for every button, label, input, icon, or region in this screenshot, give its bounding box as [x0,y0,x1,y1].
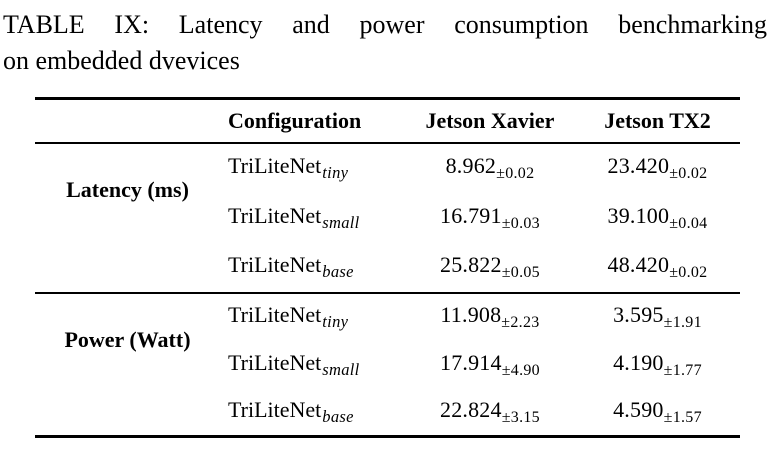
tx2-value-cell: 48.420±0.02 [575,243,740,293]
model-name: TriLiteNet [228,302,322,327]
header-jetson-xavier: Jetson Xavier [425,107,555,133]
xavier-value: 25.822 [440,252,502,277]
tx2-stddev-subscript: ±0.02 [669,264,708,281]
tx2-value: 48.420 [607,252,670,277]
tx2-value: 39.100 [607,202,670,228]
model-name: TriLiteNet [228,202,322,228]
tx2-stddev-subscript: ±0.02 [669,165,708,182]
config-cell: TriLiteNetbase [220,389,405,437]
xavier-value-cell: 22.824±3.15 [405,389,575,437]
power-section: Power (Watt) TriLiteNettiny 11.908±2.23 … [35,293,740,437]
model-name: TriLiteNet [228,396,322,422]
model-name: TriLiteNet [228,252,322,277]
xavier-stddev-subscript: ±0.05 [501,264,540,281]
xavier-stddev-subscript: ±2.23 [501,314,540,331]
xavier-value: 11.908 [440,302,502,327]
table-caption: TABLE IX: Latency and power consumption … [3,7,767,79]
table-row: Latency (ms) TriLiteNettiny 8.962±0.02 2… [35,143,740,202]
config-cell: TriLiteNetsmall [220,193,405,243]
model-name: TriLiteNet [228,349,322,375]
table-caption-line2: on embedded dvevices [3,46,240,75]
tx2-value-cell: 4.190±1.77 [575,341,740,389]
tx2-stddev-subscript: ±1.77 [663,361,702,379]
xavier-value: 17.914 [440,349,502,375]
header-row: Configuration Jetson Xavier Jetson TX2 [35,99,740,143]
xavier-stddev-subscript: ±0.03 [501,214,540,232]
tx2-stddev-subscript: ±1.57 [663,408,702,426]
table-row: TriLiteNetbase 25.822±0.05 48.420±0.02 [35,243,740,293]
header-empty-cell [35,99,220,143]
table-row: Power (Watt) TriLiteNettiny 11.908±2.23 … [35,293,740,352]
benchmark-table: Configuration Jetson Xavier Jetson TX2 L… [35,97,740,438]
table-row: TriLiteNetsmall 17.914±4.90 4.190±1.77 [35,341,740,389]
power-group-label: Power (Watt) [64,326,191,352]
xavier-stddev-subscript: ±0.02 [496,165,535,182]
model-variant-subscript: tiny [322,312,349,331]
tx2-value-cell: 4.590±1.57 [575,389,740,437]
model-variant-subscript: base [322,406,354,426]
tx2-value-cell: 23.420±0.02 [575,143,740,193]
config-cell: TriLiteNettiny [220,143,405,193]
table-caption-line1: TABLE IX: Latency and power consumption … [3,10,767,39]
latency-section: Latency (ms) TriLiteNettiny 8.962±0.02 2… [35,143,740,293]
model-name: TriLiteNet [228,153,322,178]
xavier-value-cell: 25.822±0.05 [405,243,575,293]
config-cell: TriLiteNetsmall [220,341,405,389]
tx2-value-cell: 3.595±1.91 [575,293,740,341]
config-cell: TriLiteNettiny [220,293,405,341]
tx2-value-cell: 39.100±0.04 [575,193,740,243]
xavier-value-cell: 11.908±2.23 [405,293,575,341]
xavier-value-cell: 17.914±4.90 [405,341,575,389]
tx2-stddev-subscript: ±1.91 [663,314,702,331]
tx2-value: 4.190 [613,349,664,375]
table-row: TriLiteNetsmall 16.791±0.03 39.100±0.04 [35,193,740,243]
model-variant-subscript: tiny [322,163,349,182]
xavier-value: 16.791 [440,202,502,228]
latency-group-label: Latency (ms) [66,176,189,202]
model-variant-subscript: small [322,359,360,379]
tx2-stddev-subscript: ±0.04 [669,214,708,232]
xavier-value-cell: 8.962±0.02 [405,143,575,193]
xavier-stddev-subscript: ±3.15 [501,408,540,426]
xavier-stddev-subscript: ±4.90 [501,361,540,379]
header-configuration: Configuration [228,107,362,133]
tx2-value: 23.420 [607,153,670,178]
table-row: TriLiteNetbase 22.824±3.15 4.590±1.57 [35,389,740,437]
tx2-value: 3.595 [613,302,664,327]
tx2-value: 4.590 [613,396,664,422]
model-variant-subscript: base [322,262,354,281]
xavier-value: 8.962 [445,153,497,178]
config-cell: TriLiteNetbase [220,243,405,293]
xavier-value-cell: 16.791±0.03 [405,193,575,243]
table-header: Configuration Jetson Xavier Jetson TX2 [35,99,740,143]
model-variant-subscript: small [322,212,360,232]
xavier-value: 22.824 [440,396,502,422]
header-jetson-tx2: Jetson TX2 [604,107,711,133]
